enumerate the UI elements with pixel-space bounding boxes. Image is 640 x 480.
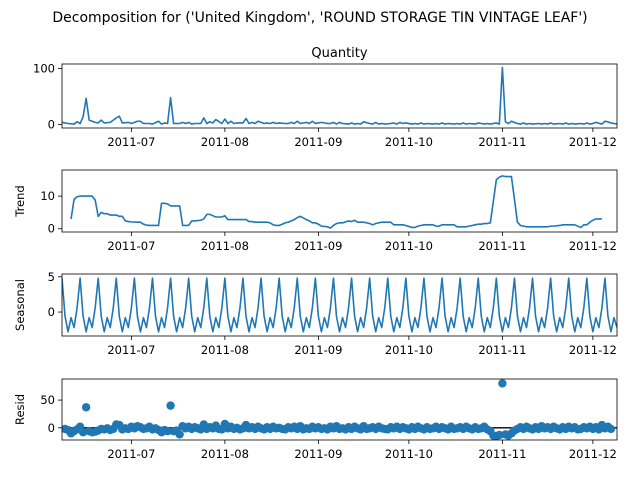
quantity-xtick-label: 2011-07 bbox=[107, 135, 155, 149]
resid-panel: 0 50 2011-07 2011-08 2011-09 2011-10 2011-11 20… bbox=[13, 378, 618, 461]
resid-xtick-label: 2011-09 bbox=[294, 447, 342, 461]
seasonal-ytick-label: 5 bbox=[48, 270, 55, 284]
resid-point bbox=[495, 430, 504, 440]
quantity-xtick-label: 2011-09 bbox=[294, 135, 342, 149]
trend-xtick-label: 2011-12 bbox=[569, 239, 617, 253]
resid-point bbox=[81, 403, 91, 412]
quantity-xtick-label: 2011-10 bbox=[385, 135, 433, 149]
resid-point bbox=[166, 401, 175, 410]
resid-point bbox=[606, 424, 616, 434]
figure-suptitle: Decomposition for ('United Kingdom', 'RO… bbox=[52, 10, 587, 26]
trend-ytick-label: 0 bbox=[48, 222, 55, 236]
quantity-xtick-label: 2011-08 bbox=[201, 135, 249, 149]
resid-ytick-label: 0 bbox=[48, 421, 55, 435]
quantity-xtick-label: 2011-11 bbox=[478, 135, 526, 149]
trend-ytick-label: 10 bbox=[40, 189, 55, 203]
seasonal-xtick-label: 2011-10 bbox=[385, 343, 433, 357]
resid-xtick-label: 2011-07 bbox=[107, 447, 155, 461]
resid-point bbox=[163, 426, 172, 436]
seasonal-xtick-label: 2011-12 bbox=[569, 343, 617, 357]
seasonal-xtick-label: 2011-09 bbox=[294, 343, 342, 357]
trend-ylabel: Trend bbox=[13, 185, 27, 217]
trend-series-line bbox=[70, 175, 602, 229]
seasonal-ytick-label: 0 bbox=[48, 305, 55, 319]
trend-axes-frame bbox=[61, 169, 618, 233]
seasonal-panel: 0 5 2011-07 2011-08 2011-09 2011-10 2011-11 201… bbox=[13, 270, 618, 357]
quantity-xtick-label: 2011-12 bbox=[569, 135, 617, 149]
resid-xtick-label: 2011-12 bbox=[569, 447, 617, 461]
quantity-panel-title: Quantity bbox=[311, 46, 367, 61]
seasonal-xtick-label: 2011-07 bbox=[107, 343, 155, 357]
resid-xtick-label: 2011-10 bbox=[385, 447, 433, 461]
resid-axes-frame bbox=[61, 378, 618, 441]
resid-point bbox=[175, 430, 184, 439]
resid-xtick-label: 2011-08 bbox=[201, 447, 249, 461]
quantity-axes-frame bbox=[61, 63, 618, 129]
trend-xtick-label: 2011-10 bbox=[385, 239, 433, 253]
seasonal-ylabel: Seasonal bbox=[13, 279, 27, 331]
seasonal-xtick-label: 2011-11 bbox=[478, 343, 526, 357]
quantity-panel: 0 100 2011-07 2011-08 2011-09 2011-10 2011-11 2… bbox=[33, 46, 618, 149]
resid-xtick-label: 2011-11 bbox=[478, 447, 526, 461]
resid-ylabel: Resid bbox=[13, 394, 27, 425]
seasonal-axes-frame bbox=[61, 273, 618, 337]
resid-ytick-label: 50 bbox=[40, 393, 55, 407]
trend-xtick-label: 2011-11 bbox=[478, 239, 526, 253]
resid-points bbox=[62, 379, 616, 440]
trend-panel: 0 10 2011-07 2011-08 2011-09 2011-10 2011-11 20… bbox=[13, 169, 618, 253]
trend-xtick-label: 2011-09 bbox=[294, 239, 342, 253]
trend-xtick-label: 2011-07 bbox=[107, 239, 155, 253]
seasonal-series-line bbox=[62, 277, 617, 333]
trend-xtick-label: 2011-08 bbox=[201, 239, 249, 253]
seasonal-xtick-label: 2011-08 bbox=[201, 343, 249, 357]
quantity-ytick-label: 0 bbox=[48, 118, 55, 132]
resid-point bbox=[498, 379, 507, 388]
quantity-series-line bbox=[62, 66, 617, 125]
quantity-ytick-label: 100 bbox=[33, 61, 55, 75]
